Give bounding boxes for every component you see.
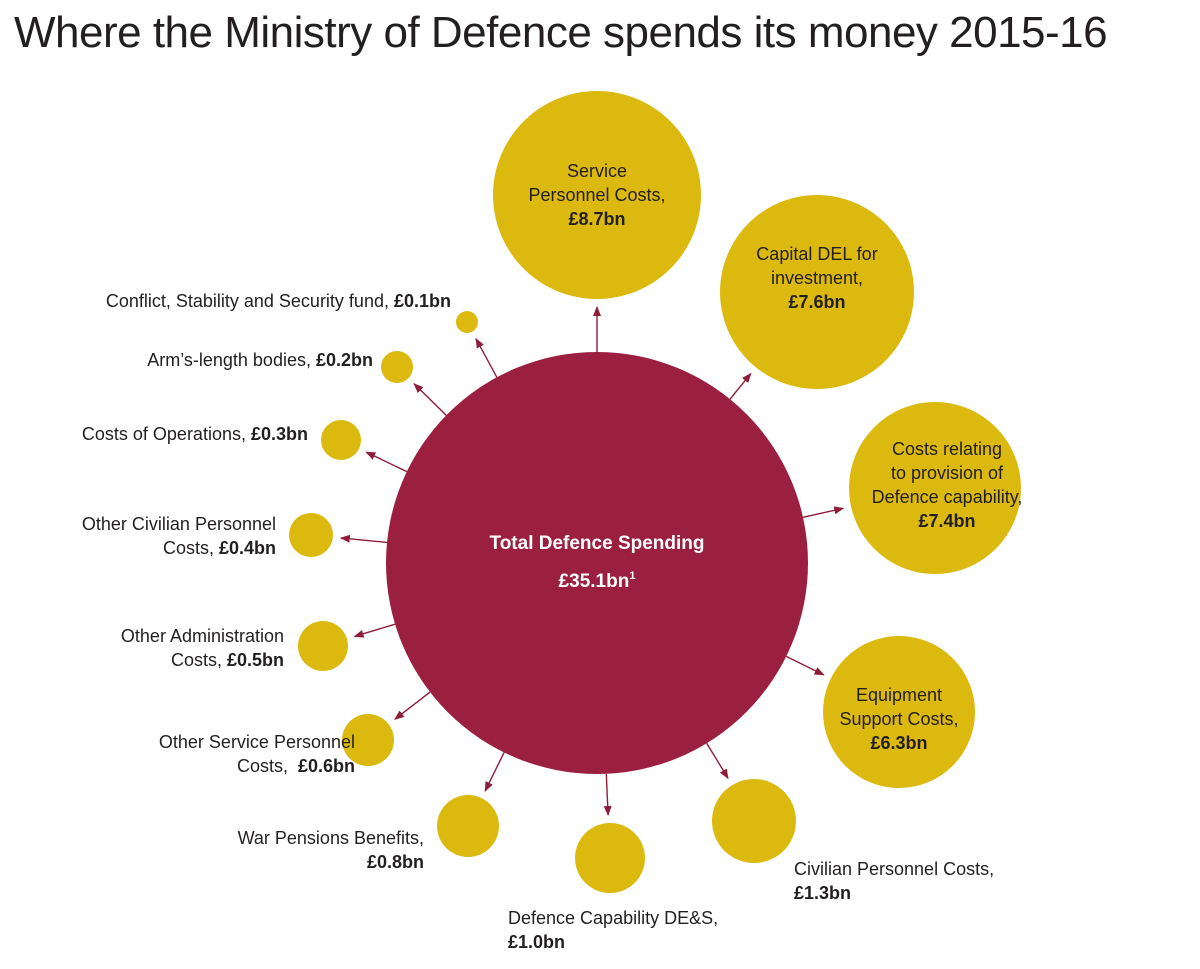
other-civilian-personnel-costs-bubble [289, 513, 333, 557]
civilian-personnel-costs-bubble [712, 779, 796, 863]
costs-of-operations-value: £0.3bn [250, 424, 308, 444]
arms-length-bodies-label: Arm’s-length bodies, £0.2bn [147, 350, 373, 370]
costs-of-operations-label: Costs of Operations, £0.3bn [81, 424, 308, 444]
service-personnel-costs-bubble [493, 91, 701, 299]
service-personnel-costs-label: Service Personnel Costs, £8.7bn [528, 161, 666, 229]
other-administration-costs-value: £0.5bn [226, 650, 284, 670]
civilian-personnel-costs-arrow [706, 742, 729, 780]
defence-capability-des-value: £1.0bn [508, 932, 566, 952]
costs-of-operations-bubble [321, 420, 361, 460]
civilian-personnel-costs-label: Civilian Personnel Costs, £1.3bn [794, 859, 995, 903]
other-service-personnel-costs-label: Other Service Personnel Costs, £0.6bn [158, 732, 355, 776]
arrows-group [339, 306, 845, 817]
war-pensions-benefits-value: £0.8bn [366, 852, 424, 872]
page-title: Where the Ministry of Defence spends its… [14, 8, 1108, 57]
total-spending-circle [386, 352, 808, 774]
defence-capability-des-arrow [603, 773, 612, 817]
other-administration-costs-label: Other Administration Costs, £0.5bn [120, 626, 284, 670]
service-personnel-costs-value: £8.7bn [568, 209, 626, 229]
total-spending-value-line: £35.1bn1 [489, 570, 704, 593]
equipment-support-costs-label: Equipment Support Costs, £6.3bn [839, 685, 959, 753]
costs-relating-to-provision-of-defence-capability-arrow [802, 506, 845, 518]
war-pensions-benefits-bubble [437, 795, 499, 857]
capital-del-for-investment-value: £7.6bn [788, 292, 846, 312]
arms-length-bodies-value: £0.2bn [315, 350, 373, 370]
costs-of-operations-arrow [365, 451, 408, 473]
other-service-personnel-costs-value: £0.6bn [297, 756, 355, 776]
other-service-personnel-costs-arrow [394, 691, 431, 720]
total-spending-value: £35.1bn [558, 571, 630, 592]
equipment-support-costs-bubble [823, 636, 975, 788]
costs-relating-to-provision-of-defence-capability-value: £7.4bn [918, 511, 976, 531]
total-spending-text: Total Defence Spending £35.1bn1 [489, 533, 704, 593]
other-civilian-personnel-costs-value: £0.4bn [218, 538, 276, 558]
other-service-personnel-costs-bubble [342, 714, 394, 766]
arms-length-bodies-bubble [381, 351, 413, 383]
conflict-stability-and-security-fund-bubble [456, 311, 478, 333]
arms-length-bodies-arrow [413, 383, 447, 416]
conflict-stability-and-security-fund-arrow [475, 337, 498, 378]
costs-relating-to-provision-of-defence-capability-bubble [849, 402, 1021, 574]
capital-del-for-investment-bubble [720, 195, 914, 389]
equipment-support-costs-value: £6.3bn [870, 733, 928, 753]
defence-capability-des-bubble [575, 823, 645, 893]
civilian-personnel-costs-value: £1.3bn [794, 883, 852, 903]
conflict-stability-and-security-fund-value: £0.1bn [393, 291, 451, 311]
capital-del-for-investment-label: Capital DEL for investment, £7.6bn [756, 244, 878, 312]
costs-relating-to-provision-of-defence-capability-label: Costs relating to provision of Defence cap… [871, 439, 1023, 531]
other-civilian-personnel-costs-arrow [339, 534, 388, 544]
total-spending-footnote: 1 [629, 570, 636, 582]
equipment-support-costs-arrow [785, 655, 825, 676]
war-pensions-benefits-arrow [484, 752, 505, 792]
other-administration-costs-bubble [298, 621, 348, 671]
other-administration-costs-arrow [353, 623, 396, 638]
bubbles-group [289, 91, 1021, 893]
war-pensions-benefits-label: War Pensions Benefits, £0.8bn [237, 828, 424, 872]
defence-capability-des-label: Defence Capability DE&S, £1.0bn [508, 908, 719, 952]
capital-del-for-investment-arrow [729, 372, 752, 400]
other-civilian-personnel-costs-label: Other Civilian Personnel Costs, £0.4bn [81, 514, 276, 558]
conflict-stability-and-security-fund-label: Conflict, Stability and Security fund, £… [105, 291, 451, 311]
total-spending-label: Total Defence Spending [489, 533, 705, 554]
